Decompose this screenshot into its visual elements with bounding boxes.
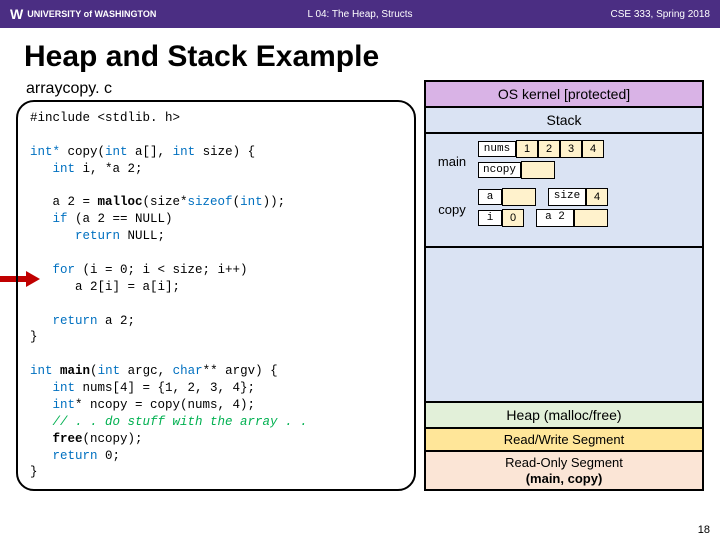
memory-column: OS kernel [protected] Stack main nums 1 … xyxy=(424,80,704,491)
ro-line1: Read-Only Segment xyxy=(428,455,700,471)
nums-label: nums xyxy=(478,141,516,157)
stack-frames: main nums 1 2 3 4 ncopy copy xyxy=(424,134,704,248)
header-bar: W UNIVERSITY of WASHINGTON L 04: The Hea… xyxy=(0,0,720,28)
page-number: 18 xyxy=(698,524,710,536)
ro-line2: (main, copy) xyxy=(428,471,700,487)
nums-1: 2 xyxy=(538,140,560,158)
size-val: 4 xyxy=(586,188,608,206)
main-frame: main nums 1 2 3 4 ncopy xyxy=(430,140,698,182)
a-val xyxy=(502,188,536,206)
ro-segment: Read-Only Segment (main, copy) xyxy=(424,452,704,491)
rw-segment: Read/Write Segment xyxy=(424,429,704,452)
code-listing: #include <stdlib. h> int* copy(int a[], … xyxy=(16,100,416,491)
uw-logo: W UNIVERSITY of WASHINGTON xyxy=(10,6,156,22)
code-column: arraycopy. c #include <stdlib. h> int* c… xyxy=(16,80,416,491)
a2-label: a 2 xyxy=(536,209,574,227)
nums-3: 4 xyxy=(582,140,604,158)
nums-0: 1 xyxy=(516,140,538,158)
os-kernel-region: OS kernel [protected] xyxy=(424,80,704,108)
nums-2: 3 xyxy=(560,140,582,158)
stack-header: Stack xyxy=(424,108,704,134)
copy-frame: copy a size 4 i 0 a 2 xyxy=(430,188,698,230)
main-label: main xyxy=(430,154,474,169)
i-val: 0 xyxy=(502,209,524,227)
i-label: i xyxy=(478,210,502,226)
size-label: size xyxy=(548,188,586,206)
a-label: a xyxy=(478,189,502,205)
stack-free-space xyxy=(424,248,704,403)
filename-label: arraycopy. c xyxy=(26,80,416,98)
ncopy-label: ncopy xyxy=(478,162,521,178)
copy-label: copy xyxy=(430,202,474,217)
a2-val xyxy=(574,209,608,227)
course-term: CSE 333, Spring 2018 xyxy=(610,9,710,20)
lecture-title: L 04: The Heap, Structs xyxy=(307,9,412,20)
logo-text: UNIVERSITY of WASHINGTON xyxy=(27,9,156,19)
heap-region: Heap (malloc/free) xyxy=(424,403,704,429)
ncopy-val xyxy=(521,161,555,179)
slide-title: Heap and Stack Example xyxy=(0,28,720,80)
